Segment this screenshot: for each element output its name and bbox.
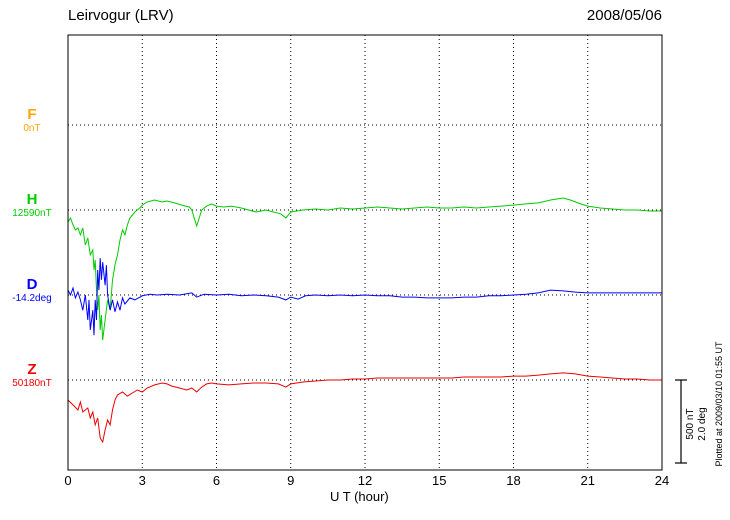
plot-border (67, 34, 663, 471)
scale-bar-deg-label: 2.0 deg (697, 407, 708, 441)
trace-D (67, 258, 662, 336)
series-baseline-value-D: -14.2deg (12, 293, 52, 304)
x-axis-label: U T (hour) (330, 489, 389, 504)
x-tick-label: 24 (654, 473, 670, 488)
trace-Z (67, 372, 662, 444)
x-tick-label: 21 (580, 473, 595, 488)
scale-bar-label: 500 nT 2.0 deg (685, 401, 709, 447)
series-label-F: F 0nT (0, 106, 64, 135)
x-tick-label: 18 (506, 473, 521, 488)
x-tick-label: 0 (64, 473, 72, 488)
trace-H (67, 197, 662, 341)
series-label-H: H 12590nT (0, 191, 64, 220)
series-letter-Z: Z (27, 361, 37, 378)
series-label-Z: Z 50180nT (0, 361, 64, 390)
series-label-D: D -14.2deg (0, 276, 64, 305)
plotted-at-note: Plotted at 2009/03/10 01:55 UT (714, 341, 724, 467)
series-letter-H: H (26, 191, 38, 208)
series-baseline-value-F: 0nT (23, 123, 41, 134)
x-tick-label: 9 (287, 473, 295, 488)
series-letter-F: F (27, 106, 37, 123)
scale-bar-nt-label: 500 nT (685, 408, 696, 440)
x-tick-label: 15 (432, 473, 447, 488)
series-baseline-value-Z: 50180nT (12, 378, 52, 389)
x-tick-label: 3 (138, 473, 146, 488)
series-letter-D: D (26, 276, 38, 293)
x-tick-label: 12 (357, 473, 373, 488)
station-title: Leirvogur (LRV) (68, 7, 174, 24)
plot-date: 2008/05/06 (586, 7, 662, 24)
x-tick-label: 6 (212, 473, 221, 488)
series-baseline-value-H: 12590nT (12, 208, 52, 219)
